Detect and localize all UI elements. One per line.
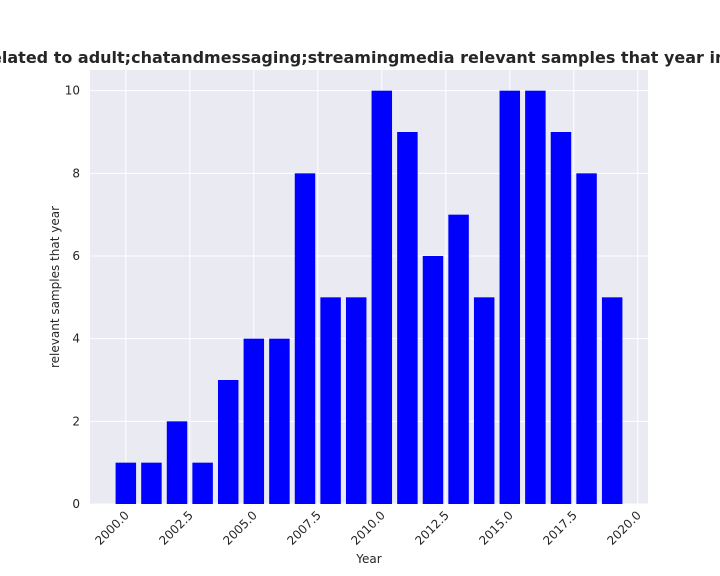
- x-tick-label: 2017.5: [540, 508, 580, 548]
- x-tick-label: 2012.5: [412, 508, 452, 548]
- y-axis-label: relevant samples that year: [48, 206, 62, 368]
- x-axis-ticks: 2000.0 2002.5 2005.0 2007.5 2010.0 2012.5 2015…: [92, 508, 644, 548]
- y-tick-label: 10: [65, 84, 80, 98]
- y-tick-label: 2: [72, 414, 80, 428]
- y-tick-label: 8: [72, 166, 80, 180]
- chart-title: es are related to adult;chatandmessaging…: [0, 48, 720, 67]
- y-tick-label: 4: [72, 332, 80, 346]
- bar: [397, 132, 418, 504]
- bar: [166, 421, 188, 504]
- x-tick-label: 2010.0: [348, 508, 388, 548]
- x-tick-label: 2007.5: [284, 508, 324, 548]
- x-tick-label: 2020.0: [604, 508, 644, 548]
- x-axis-label: Year: [355, 552, 381, 566]
- bar: [525, 90, 546, 505]
- bar: [499, 90, 521, 505]
- bar: [601, 297, 623, 504]
- bar: [192, 462, 213, 504]
- y-tick-label: 6: [72, 249, 80, 263]
- bar: [576, 173, 597, 505]
- x-tick-label: 2005.0: [220, 508, 260, 548]
- bar: [345, 297, 367, 504]
- bar: [550, 132, 572, 504]
- x-tick-label: 2000.0: [92, 508, 132, 548]
- bar: [371, 90, 393, 505]
- bar: [269, 338, 290, 504]
- bars: [115, 90, 623, 505]
- bar: [115, 462, 137, 504]
- x-tick-label: 2002.5: [156, 508, 196, 548]
- y-axis-ticks: 0 2 4 6 8 10: [65, 84, 80, 511]
- y-tick-label: 0: [72, 497, 80, 511]
- bar: [141, 462, 162, 504]
- bar: [217, 380, 239, 504]
- bar: [294, 173, 316, 505]
- bar: [243, 338, 265, 504]
- bar: [448, 214, 469, 504]
- x-tick-label: 2015.0: [476, 508, 516, 548]
- bar: [422, 256, 444, 504]
- bar: [473, 297, 495, 504]
- bar: [320, 297, 341, 504]
